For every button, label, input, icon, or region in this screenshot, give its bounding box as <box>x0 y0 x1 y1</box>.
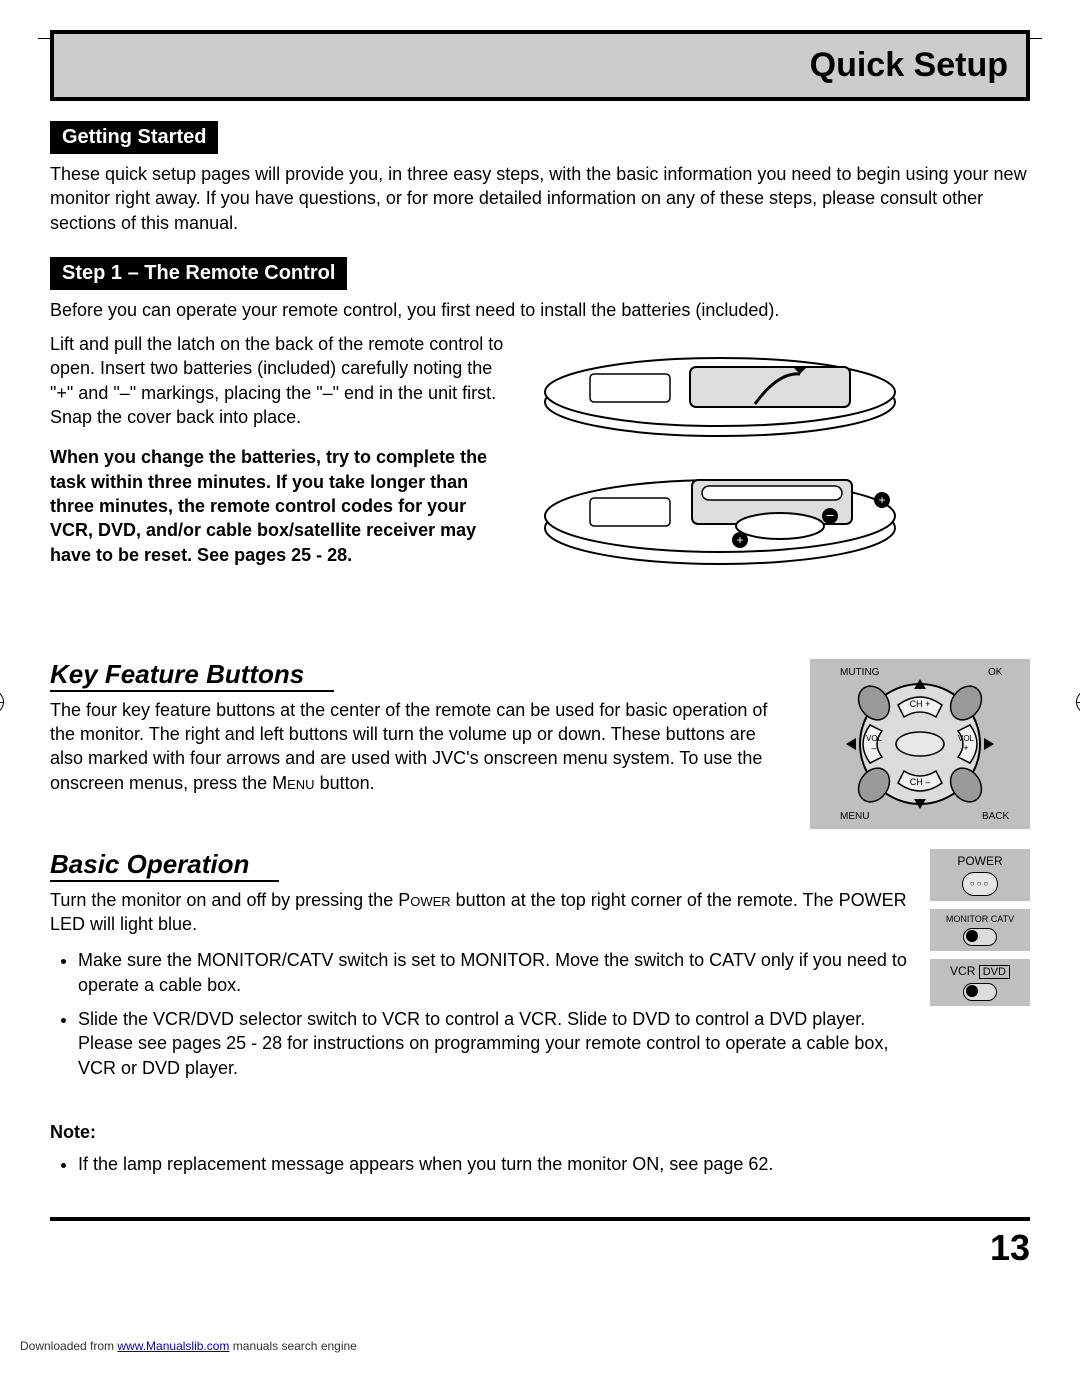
key-feature-heading: Key Feature Buttons <box>50 659 334 692</box>
power-box: POWER ○○○ <box>930 849 1030 901</box>
kf-body-1: The four key feature buttons at the cent… <box>50 700 767 793</box>
remote-dpad-diagram: MUTING OK MENU BACK CH + <box>810 659 1030 829</box>
page-title: Quick Setup <box>72 46 1008 85</box>
footer: Downloaded from www.Manualslib.com manua… <box>20 1339 1080 1353</box>
monitor-catv-box: MONITOR CATV <box>930 909 1030 951</box>
svg-text:VOL: VOL <box>866 734 883 743</box>
svg-text:–: – <box>871 743 876 753</box>
svg-text:+: + <box>963 743 968 753</box>
note-bullet: If the lamp replacement message appears … <box>78 1152 1030 1176</box>
basic-op-p1: Turn the monitor on and off by pressing … <box>50 888 910 937</box>
note-section: Note: If the lamp replacement message ap… <box>50 1120 1030 1177</box>
page-title-box: Quick Setup <box>50 30 1030 101</box>
vcr-dvd-label: VCR DVD <box>934 964 1026 979</box>
step1-section: Step 1 – The Remote Control Before you c… <box>50 257 1030 589</box>
vcr-label: VCR <box>950 964 979 978</box>
menu-word: Menu <box>272 773 314 793</box>
getting-started-section: Getting Started These quick setup pages … <box>50 121 1030 235</box>
basic-operation-section: Basic Operation Turn the monitor on and … <box>50 849 1030 1090</box>
footer-suffix: manuals search engine <box>229 1339 356 1353</box>
menu-label: MENU <box>840 811 869 822</box>
note-heading: Note: <box>50 1120 1030 1144</box>
svg-text:+: + <box>878 493 885 507</box>
step1-para2: When you change the batteries, try to co… <box>50 445 510 566</box>
power-word: Power <box>398 890 450 910</box>
registration-mark-icon <box>1076 690 1080 714</box>
footer-prefix: Downloaded from <box>20 1339 117 1353</box>
monitor-catv-label: MONITOR CATV <box>934 914 1026 924</box>
getting-started-body: These quick setup pages will provide you… <box>50 162 1030 235</box>
key-feature-section: Key Feature Buttons The four key feature… <box>50 659 1030 829</box>
basic-op-bullets: Make sure the MONITOR/CATV switch is set… <box>50 948 910 1079</box>
svg-text:−: − <box>826 507 834 523</box>
ok-label: OK <box>988 667 1003 678</box>
muting-label: MUTING <box>840 667 880 678</box>
basic-op-bullet-1: Make sure the MONITOR/CATV switch is set… <box>78 948 910 997</box>
kf-body-2: button. <box>315 773 375 793</box>
power-button-icon: ○○○ <box>962 872 998 896</box>
back-label: BACK <box>982 811 1010 822</box>
basic-op-bullet-2: Slide the VCR/DVD selector switch to VCR… <box>78 1007 910 1080</box>
step1-heading: Step 1 – The Remote Control <box>50 257 347 290</box>
note-bullets: If the lamp replacement message appears … <box>50 1152 1030 1176</box>
svg-text:CH –: CH – <box>910 777 931 787</box>
key-feature-body: The four key feature buttons at the cent… <box>50 698 790 795</box>
step1-intro: Before you can operate your remote contr… <box>50 298 1030 322</box>
page-number: 13 <box>50 1217 1030 1269</box>
step1-para1: Lift and pull the latch on the back of t… <box>50 332 510 429</box>
vcr-dvd-box: VCR DVD <box>930 959 1030 1006</box>
monitor-switch-icon <box>963 928 997 946</box>
basic-operation-heading: Basic Operation <box>50 849 279 882</box>
footer-link[interactable]: www.Manualslib.com <box>117 1339 229 1353</box>
registration-mark-icon <box>0 690 4 714</box>
dvd-label: DVD <box>979 965 1010 979</box>
svg-text:VOL: VOL <box>958 734 975 743</box>
getting-started-heading: Getting Started <box>50 121 218 154</box>
bo-p1a: Turn the monitor on and off by pressing … <box>50 890 398 910</box>
power-label: POWER <box>934 854 1026 868</box>
svg-text:+: + <box>736 533 743 547</box>
svg-text:CH +: CH + <box>910 699 931 709</box>
vcr-switch-icon <box>963 983 997 1001</box>
remote-battery-diagram: + − + <box>530 332 910 589</box>
manual-page: Quick Setup Getting Started These quick … <box>50 30 1030 1269</box>
